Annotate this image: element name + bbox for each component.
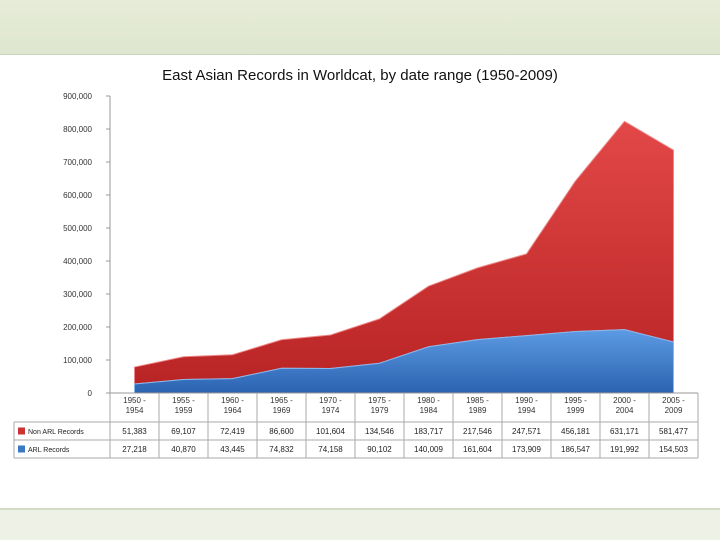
chart-title: East Asian Records in Worldcat, by date … xyxy=(162,67,558,84)
header-band xyxy=(0,0,720,55)
table-cell: 74,158 xyxy=(318,445,343,454)
table-cell: 51,383 xyxy=(122,427,147,436)
table-cell: 154,503 xyxy=(659,445,688,454)
table-cell: 581,477 xyxy=(659,427,688,436)
table-cell: 217,546 xyxy=(463,427,492,436)
table-cell: 191,992 xyxy=(610,445,639,454)
x-tick-label: 1950 -1954 xyxy=(123,396,146,415)
y-tick-label: 200,000 xyxy=(63,323,92,332)
table-cell: 27,218 xyxy=(122,445,147,454)
x-tick-label: 1990 -1994 xyxy=(515,396,538,415)
x-tick-label: 1980 -1984 xyxy=(417,396,440,415)
x-tick-label: 1960 -1964 xyxy=(221,396,244,415)
table-cell: 456,181 xyxy=(561,427,590,436)
table-cell: 72,419 xyxy=(220,427,245,436)
areas xyxy=(134,120,674,394)
legend-swatch xyxy=(18,445,25,453)
table-cell: 247,571 xyxy=(512,427,541,436)
table-cell: 74,832 xyxy=(269,445,294,454)
y-tick-label: 700,000 xyxy=(63,158,92,167)
x-tick-label: 1970 -1974 xyxy=(319,396,342,415)
table-cell: 161,604 xyxy=(463,445,492,454)
y-tick-label: 100,000 xyxy=(63,356,92,365)
table-cell: 40,870 xyxy=(171,445,196,454)
y-tick-label: 300,000 xyxy=(63,290,92,299)
legend-label: Non ARL Records xyxy=(28,429,84,436)
y-tick-label: 600,000 xyxy=(63,191,92,200)
legend-swatch xyxy=(18,427,25,435)
footer-band xyxy=(0,508,720,540)
table-cell: 631,171 xyxy=(610,427,639,436)
y-tick-label: 0 xyxy=(88,389,93,398)
x-tick-label: 1975 -1979 xyxy=(368,396,391,415)
y-axis: 0 100,000 200,000 300,000 400,000 500,000 600,… xyxy=(63,92,111,398)
area-arl-records xyxy=(134,329,674,394)
x-tick-label: 2005 -2009 xyxy=(662,396,685,415)
x-tick-label: 1995 -1999 xyxy=(564,396,587,415)
table-cell: 101,604 xyxy=(316,427,345,436)
x-tick-label: 1965 -1969 xyxy=(270,396,293,415)
x-tick-label: 2000 -2004 xyxy=(613,396,636,415)
table-cell: 183,717 xyxy=(414,427,443,436)
y-tick-label: 500,000 xyxy=(63,224,92,233)
table-cell: 86,600 xyxy=(269,427,294,436)
data-table: Non ARL Records 51,383 69,107 72,419 86,600 1… xyxy=(13,393,699,459)
y-tick-label: 900,000 xyxy=(63,92,92,101)
table-cell: 140,009 xyxy=(414,445,443,454)
table-cell: 186,547 xyxy=(561,445,590,454)
y-tick-label: 800,000 xyxy=(63,125,92,134)
y-tick-label: 400,000 xyxy=(63,257,92,266)
table-cell: 43,445 xyxy=(220,445,245,454)
table-cell: 90,102 xyxy=(367,445,392,454)
legend-label: ARL Records xyxy=(28,447,70,454)
table-cell: 173,909 xyxy=(512,445,541,454)
x-tick-label: 1955 -1959 xyxy=(172,396,195,415)
table-cell: 69,107 xyxy=(171,427,196,436)
x-tick-label: 1985 -1989 xyxy=(466,396,489,415)
table-cell: 134,546 xyxy=(365,427,394,436)
